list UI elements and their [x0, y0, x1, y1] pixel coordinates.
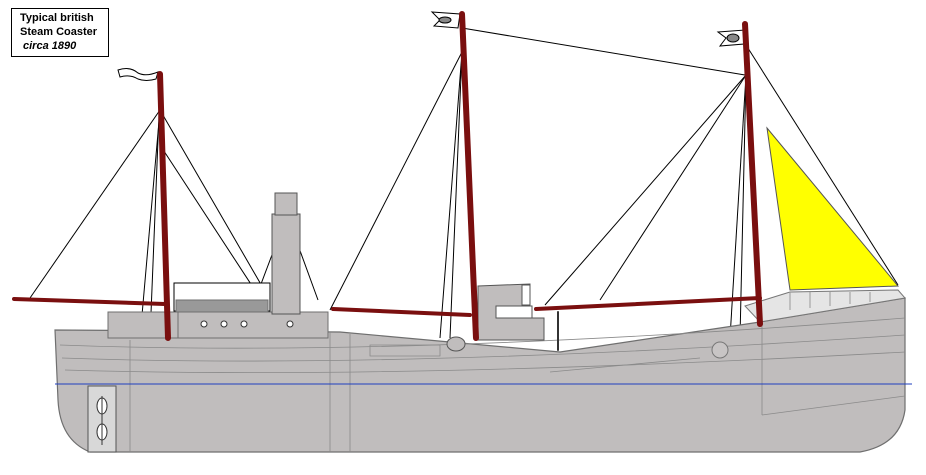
caption-line-3: circa 1890 — [23, 40, 77, 52]
flags — [117, 11, 746, 81]
masts — [12, 11, 763, 351]
fore-boom — [12, 297, 167, 306]
engine-house — [177, 311, 329, 339]
fore-mast — [157, 71, 171, 341]
mizzen-sail — [766, 126, 900, 291]
fore-flag — [117, 68, 159, 81]
funnel — [271, 213, 301, 315]
main-mast — [459, 11, 479, 341]
mizzen-mast — [742, 21, 763, 327]
superstructure — [107, 192, 906, 352]
mizzen-boom — [534, 296, 762, 311]
main-boom — [331, 307, 472, 317]
caption-line-2: Steam Coaster — [20, 26, 98, 38]
caption-box: Typical british Steam Coaster circa 1890 — [11, 8, 109, 57]
caption-line-1: Typical british — [20, 12, 94, 24]
capstan — [446, 336, 466, 352]
